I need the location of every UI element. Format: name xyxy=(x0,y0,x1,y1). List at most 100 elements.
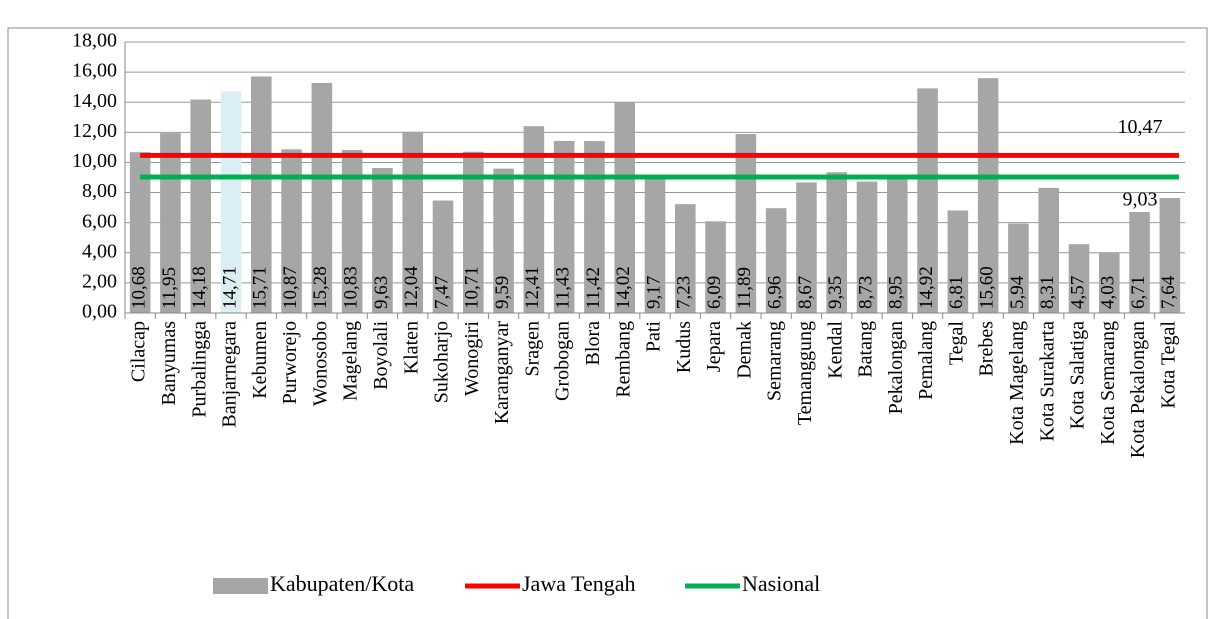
x-tick-label: Kota Magelang xyxy=(1006,321,1028,445)
x-tick-label: Kota Pekalongan xyxy=(1127,321,1149,458)
value-label: 15,60 xyxy=(977,266,998,309)
y-tick-label: 8,00 xyxy=(82,180,117,202)
y-tick-label: 18,00 xyxy=(72,30,117,52)
value-label: 7,64 xyxy=(1158,275,1179,309)
x-tick-label: Wonosobo xyxy=(309,321,331,406)
x-tick-label: Boyolali xyxy=(370,321,392,390)
bar xyxy=(584,141,605,313)
value-label: 12,04 xyxy=(401,266,422,309)
value-label: 4,57 xyxy=(1067,276,1088,309)
y-tick-label: 2,00 xyxy=(82,270,117,292)
x-tick-label: Purworejo xyxy=(279,321,301,404)
x-tick-label: Kota Tegal xyxy=(1157,321,1179,409)
value-label: 9,63 xyxy=(371,276,392,309)
bar xyxy=(341,149,363,313)
value-label: 6,09 xyxy=(704,276,725,309)
bar xyxy=(856,181,878,313)
bar xyxy=(1159,197,1181,313)
x-tick-label: Demak xyxy=(733,321,755,379)
x-tick-label: Banyumas xyxy=(158,321,180,406)
bar xyxy=(462,151,484,313)
y-tick-label: 4,00 xyxy=(82,240,117,262)
value-label: 11,42 xyxy=(583,267,604,309)
x-tick-label: Tegal xyxy=(945,321,967,366)
bar xyxy=(1129,211,1150,313)
bar xyxy=(129,152,151,313)
bar xyxy=(1008,223,1029,313)
bar xyxy=(1098,252,1120,313)
value-label: 11,89 xyxy=(734,267,755,309)
bar xyxy=(917,88,938,313)
x-tick-label: Temanggung xyxy=(794,321,816,425)
value-label: 14,18 xyxy=(189,266,210,309)
value-label: 6,81 xyxy=(946,276,967,309)
value-label: 5,94 xyxy=(1007,275,1028,309)
x-tick-label: Semarang xyxy=(764,321,786,401)
y-tick-label: 10,00 xyxy=(72,150,117,172)
value-label: 14,92 xyxy=(916,266,937,309)
bar xyxy=(674,204,696,313)
x-tick-label: Kota Semarang xyxy=(1097,321,1119,445)
line-label: 9,03 xyxy=(1123,189,1158,211)
bar xyxy=(826,172,848,313)
bar xyxy=(947,210,969,313)
y-tick-label: 12,00 xyxy=(72,120,117,142)
x-tick-label: Jepara xyxy=(703,321,725,372)
x-tick-label: Pati xyxy=(643,321,665,353)
value-label: 7,47 xyxy=(431,276,452,309)
value-label: 11,43 xyxy=(553,267,574,309)
bar xyxy=(644,174,666,313)
value-label: 9,17 xyxy=(643,276,664,309)
value-label: 14,02 xyxy=(613,266,634,309)
bar xyxy=(311,82,333,313)
value-label: 10,83 xyxy=(341,266,362,309)
bar xyxy=(886,178,908,313)
bar xyxy=(1038,187,1060,313)
x-tick-label: Magelang xyxy=(340,321,362,401)
bar xyxy=(1068,244,1090,313)
y-tick-label: 6,00 xyxy=(82,210,117,232)
line-label: 10,47 xyxy=(1118,116,1163,138)
x-tick-label: Pekalongan xyxy=(885,321,907,414)
x-tick-label: Banjarnegara xyxy=(219,321,241,428)
y-tick-label: 14,00 xyxy=(72,90,117,112)
x-tick-label: Brebes xyxy=(976,321,998,377)
x-tick-label: Kebumen xyxy=(249,321,271,399)
bar xyxy=(553,140,575,313)
x-tick-label: Blora xyxy=(582,321,604,366)
bar xyxy=(493,168,514,313)
x-tick-label: Batang xyxy=(855,321,877,378)
legend-swatch xyxy=(213,578,268,594)
value-label: 6,71 xyxy=(1128,276,1149,309)
x-tick-label: Cilacap xyxy=(128,321,150,382)
x-tick-label: Karanganyar xyxy=(491,321,513,425)
value-label: 11,95 xyxy=(159,267,180,309)
x-tick-label: Sukoharjo xyxy=(431,321,453,403)
value-label: 10,87 xyxy=(280,266,301,309)
x-tick-label: Purbalingga xyxy=(188,321,210,418)
y-tick-label: 0,00 xyxy=(82,301,117,323)
x-tick-label: Pemalang xyxy=(915,321,937,400)
bar xyxy=(977,78,999,313)
bar xyxy=(765,208,787,313)
value-label: 4,03 xyxy=(1098,276,1119,309)
bar xyxy=(523,126,545,313)
bar xyxy=(372,168,393,313)
x-tick-label: Grobogan xyxy=(552,321,574,401)
x-tick-label: Sragen xyxy=(521,321,543,377)
value-label: 7,23 xyxy=(674,276,695,309)
value-label: 8,67 xyxy=(795,276,816,309)
x-tick-label: Klaten xyxy=(400,321,422,374)
chart-frame xyxy=(7,27,1208,619)
value-label: 15,28 xyxy=(310,266,331,309)
bar xyxy=(220,91,242,313)
value-label: 9,35 xyxy=(825,276,846,309)
value-label: 9,59 xyxy=(492,276,513,309)
value-label: 14,71 xyxy=(219,266,240,309)
legend-label: Kabupaten/Kota xyxy=(270,571,414,596)
legend-label: Nasional xyxy=(742,571,820,596)
x-tick-label: Kota Surakarta xyxy=(1036,321,1058,442)
value-label: 8,95 xyxy=(886,276,907,309)
x-tick-label: Kendal xyxy=(824,321,846,379)
